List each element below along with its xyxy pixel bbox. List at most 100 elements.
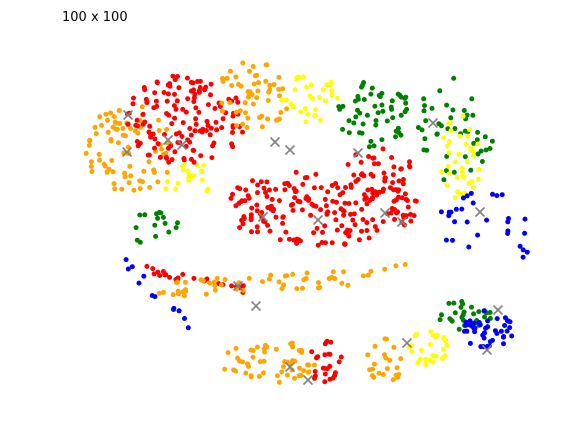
red-point [230, 191, 235, 197]
yellow-point [475, 141, 481, 147]
red-point [282, 187, 288, 193]
red-point [249, 229, 254, 235]
orange-point [254, 95, 260, 101]
red-point [395, 188, 401, 194]
yellow-point [419, 347, 424, 353]
orange-point [97, 157, 102, 163]
red-point [173, 106, 179, 112]
orange-point [131, 187, 137, 193]
orange-point [260, 279, 265, 285]
orange-point [284, 372, 290, 378]
red-point [360, 217, 366, 222]
red-point [291, 237, 297, 243]
orange-point [233, 345, 239, 351]
centroid-x-marker [269, 136, 281, 148]
orange-point [298, 372, 304, 378]
red-point [334, 227, 340, 233]
blue-point [507, 325, 513, 331]
orange-point [114, 126, 120, 132]
red-point [326, 351, 332, 357]
red-point [254, 208, 260, 214]
red-point [350, 217, 356, 223]
red-point [339, 223, 345, 229]
orange-point [371, 361, 377, 367]
green-point [459, 314, 465, 320]
centroid-x-marker [312, 214, 324, 226]
red-point [318, 185, 324, 191]
red-point [147, 123, 153, 129]
red-point [140, 111, 146, 117]
red-point [372, 189, 378, 195]
green-point [483, 147, 489, 153]
red-point [172, 149, 178, 155]
orange-point [102, 163, 108, 169]
red-point [380, 146, 386, 152]
red-point [405, 204, 411, 210]
yellow-point [324, 82, 330, 88]
red-point [411, 213, 417, 219]
orange-point [254, 344, 260, 350]
orange-point [86, 142, 92, 148]
red-point [150, 266, 156, 272]
orange-point [222, 366, 228, 372]
blue-point [443, 237, 449, 243]
orange-point [212, 287, 218, 293]
green-point [424, 147, 430, 153]
orange-point [127, 163, 133, 169]
green-point [160, 214, 166, 220]
centroid-x-marker [122, 109, 134, 121]
green-point [468, 167, 474, 173]
orange-point [391, 344, 397, 350]
orange-point [106, 166, 112, 172]
green-point [451, 300, 457, 306]
orange-point [155, 179, 161, 185]
red-point [207, 132, 213, 138]
orange-point [238, 83, 244, 89]
orange-point [284, 106, 290, 112]
red-point [319, 240, 325, 245]
chart-title: 100 x 100 [62, 10, 128, 25]
red-point [188, 156, 194, 162]
orange-point [147, 184, 153, 190]
red-point [243, 187, 249, 193]
orange-point [200, 278, 206, 284]
orange-point [278, 110, 284, 115]
red-point [265, 222, 271, 228]
green-point [475, 129, 481, 135]
red-point [153, 98, 159, 104]
blue-point [460, 195, 466, 201]
centroid-x-marker [257, 211, 269, 223]
green-point [352, 98, 358, 104]
red-point [315, 242, 321, 248]
orange-point [99, 122, 104, 128]
green-point [441, 177, 447, 183]
centroid-x-marker [284, 144, 296, 156]
orange-point [250, 101, 256, 107]
red-point [208, 92, 213, 98]
orange-point [276, 74, 282, 80]
orange-point [245, 115, 251, 121]
red-point [172, 77, 178, 83]
orange-point [261, 370, 266, 376]
red-point [134, 123, 140, 129]
orange-point [398, 356, 404, 362]
yellow-point [446, 171, 452, 177]
red-point [313, 171, 319, 177]
red-point [323, 203, 329, 209]
red-point [151, 271, 157, 277]
red-point [372, 224, 378, 230]
red-point [146, 152, 152, 158]
red-point [333, 217, 339, 223]
red-point [342, 241, 348, 247]
blue-point [522, 230, 528, 236]
yellow-point [181, 162, 187, 168]
red-point [330, 375, 336, 381]
green-point [162, 220, 168, 226]
orange-point [259, 124, 265, 130]
red-point [309, 349, 315, 355]
blue-point [475, 232, 481, 238]
orange-point [370, 366, 375, 372]
orange-point [222, 277, 228, 282]
red-point [368, 171, 374, 177]
red-point [195, 79, 200, 84]
